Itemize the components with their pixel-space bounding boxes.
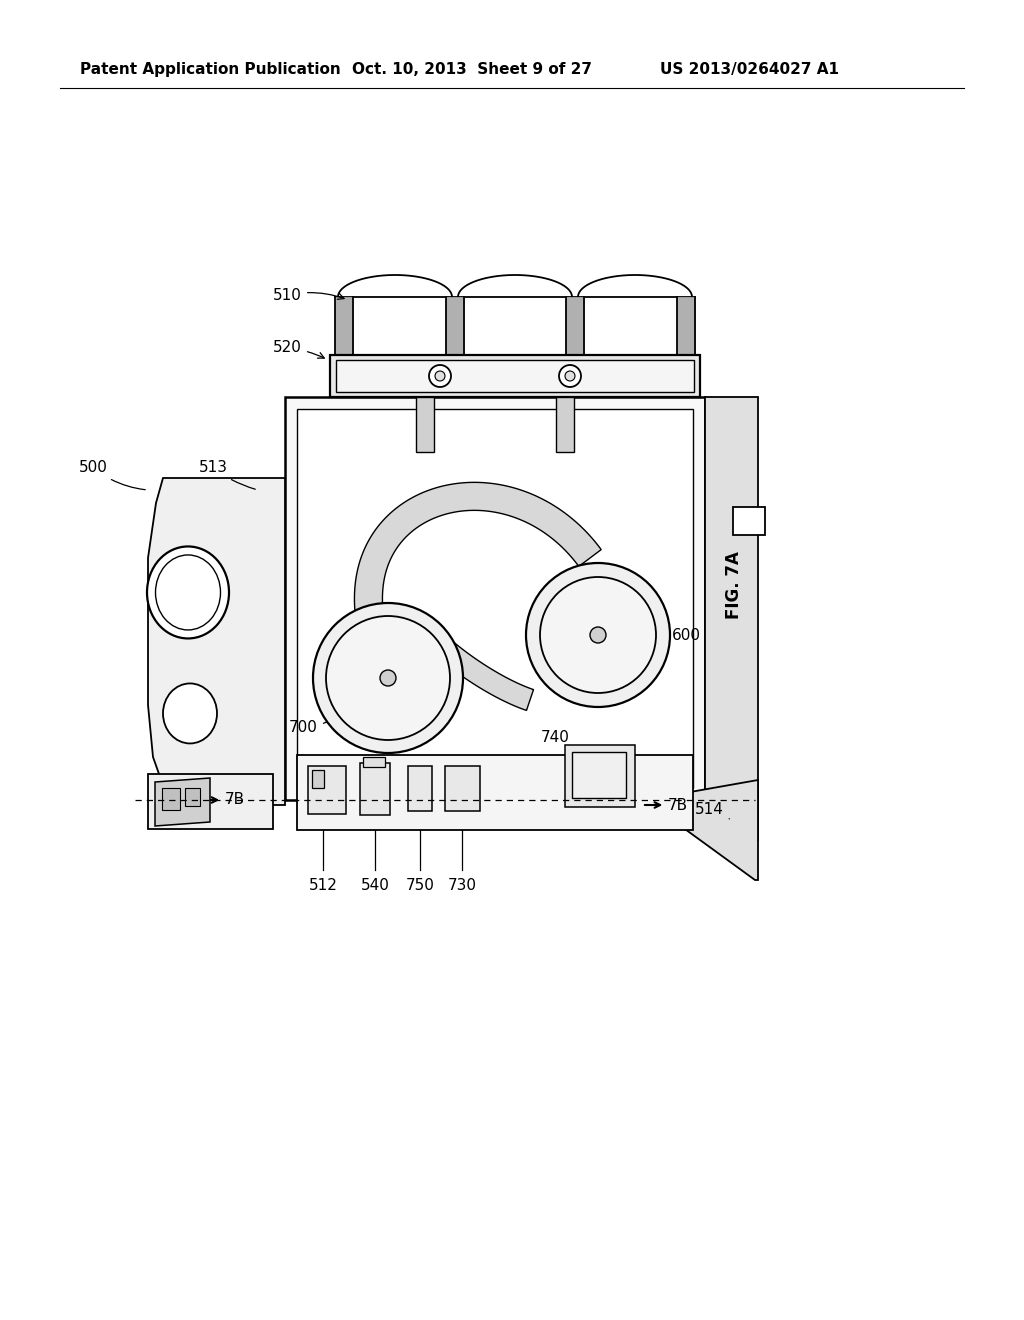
Bar [148,774,273,829]
Circle shape [540,577,656,693]
Bar [416,397,434,451]
Bar [362,756,385,767]
Polygon shape [407,612,534,710]
Bar [312,770,324,788]
Polygon shape [645,780,758,880]
Circle shape [559,366,581,387]
Bar [162,788,180,810]
Text: 512: 512 [308,878,338,894]
Text: 540: 540 [360,878,389,894]
Text: 510: 510 [273,288,344,302]
Circle shape [590,627,606,643]
Bar [308,766,346,814]
Bar [565,744,635,807]
Text: 600: 600 [643,627,701,643]
Bar [297,755,693,830]
Bar [705,397,758,840]
Polygon shape [148,478,285,805]
Text: 7B: 7B [200,792,245,808]
Text: 610: 610 [390,682,424,705]
Bar [285,397,705,800]
Circle shape [565,371,575,381]
Circle shape [380,671,396,686]
Text: 740: 740 [541,730,587,747]
Bar [445,766,480,810]
Polygon shape [566,297,584,355]
Circle shape [435,371,445,381]
Text: US 2013/0264027 A1: US 2013/0264027 A1 [660,62,839,77]
Polygon shape [354,482,601,622]
Text: 750: 750 [406,878,434,894]
Text: Patent Application Publication: Patent Application Publication [80,62,341,77]
Bar [336,360,694,392]
Circle shape [313,603,463,752]
Bar [572,752,626,799]
Polygon shape [446,297,464,355]
Text: 730: 730 [447,878,476,894]
Text: FIG. 7A: FIG. 7A [725,550,743,619]
Ellipse shape [147,546,229,639]
Text: 7B: 7B [645,797,688,813]
Text: 514: 514 [695,803,729,818]
Bar [360,763,390,814]
Bar [330,355,700,397]
Polygon shape [677,297,695,355]
Ellipse shape [163,684,217,743]
Polygon shape [335,297,353,355]
Text: 700: 700 [289,719,333,735]
Ellipse shape [156,554,220,630]
Text: Oct. 10, 2013  Sheet 9 of 27: Oct. 10, 2013 Sheet 9 of 27 [352,62,592,77]
Text: 513: 513 [199,461,255,490]
Circle shape [429,366,451,387]
Text: 500: 500 [79,461,145,490]
Circle shape [526,564,670,708]
Bar [408,766,432,810]
Polygon shape [155,777,210,826]
Bar [297,409,693,788]
Text: 520: 520 [273,341,325,358]
Bar [185,788,200,807]
Bar [556,397,574,451]
Bar [733,507,765,535]
Circle shape [326,616,450,741]
